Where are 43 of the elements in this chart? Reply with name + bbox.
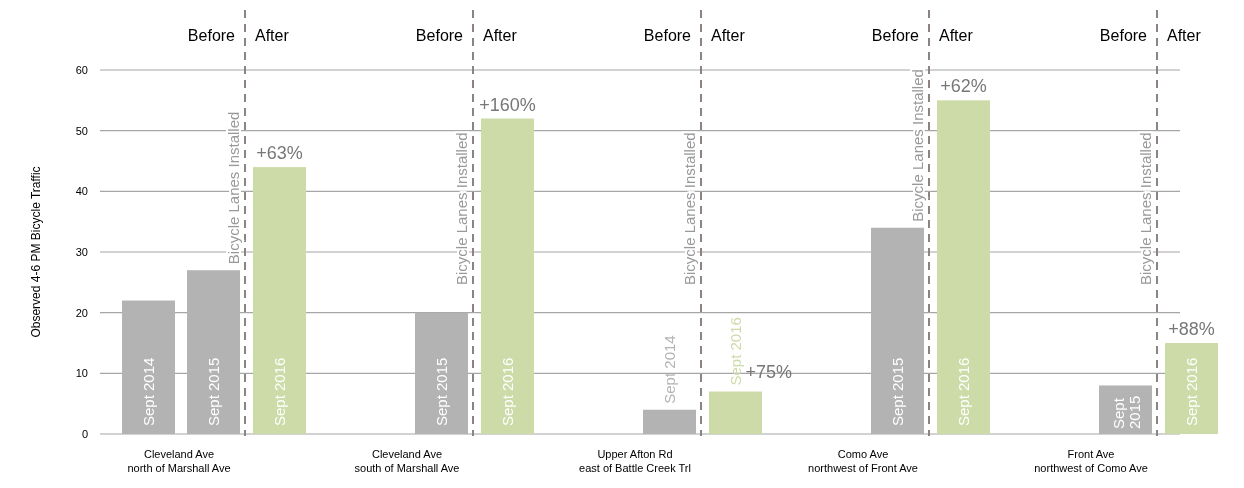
text: Before: [871, 27, 920, 44]
x-tick-label: Cleveland Ave south of Marshall Ave: [354, 448, 460, 474]
y-tick-label: 50: [75, 124, 88, 137]
ref-line-label: Bicycle Lanes Installed: [1137, 132, 1154, 285]
x-tick-label: Como Ave northwest of Front Ave: [808, 448, 918, 474]
y-tick-label: 40: [75, 185, 88, 198]
y-tick-label: 20: [75, 306, 88, 319]
ref-line-label: Bicycle Lanes Installed: [225, 111, 242, 265]
annotation: +63%: [256, 143, 303, 164]
text: Sept 2016: [954, 357, 972, 426]
annotation: +160%: [479, 94, 536, 115]
y-tick-label: 30: [75, 246, 88, 258]
y-axis-title: Observed 4-6 PM Bicycle Traffic: [29, 166, 43, 338]
text: Sept 2015: [432, 357, 450, 426]
annotation: +88%: [1168, 319, 1215, 339]
x-tick-label: Cleveland Ave north of Marshall Ave: [127, 448, 231, 474]
x-tick-label: Front Ave northwest of Como Ave: [1034, 448, 1148, 474]
text: Before: [415, 27, 464, 44]
text: Sept 2014: [660, 335, 678, 404]
text: Before: [1099, 27, 1148, 44]
text: Sept 2014: [139, 357, 157, 426]
series-label: Sept 2015: [1109, 395, 1143, 429]
text: After: [1167, 27, 1202, 44]
text: After: [255, 27, 290, 44]
text: After: [939, 27, 974, 44]
text: Before: [643, 27, 692, 44]
text: Sept 2016: [726, 317, 744, 386]
y-tick-label: 10: [75, 367, 88, 380]
text: Before: [187, 27, 236, 44]
text: Sept 2016: [270, 357, 288, 426]
text: After: [483, 27, 518, 44]
y-tick-label: 60: [75, 64, 88, 76]
annotation: +62%: [940, 76, 987, 97]
text: Sept 2016: [498, 357, 516, 426]
x-tick-label: Upper Afton Rd east of Battle Creek Trl: [579, 448, 691, 474]
text: Sept 2015: [888, 357, 906, 426]
text: Sept 2016: [1182, 357, 1200, 426]
text: After: [711, 27, 746, 44]
ref-line-label: Bicycle Lanes Installed: [909, 69, 926, 222]
ref-line-label: Bicycle Lanes Installed: [453, 132, 470, 285]
y-tick-label: 0: [81, 428, 88, 440]
ref-line-label: Bicycle Lanes Installed: [681, 132, 698, 285]
text: Sept 2015: [204, 357, 222, 426]
